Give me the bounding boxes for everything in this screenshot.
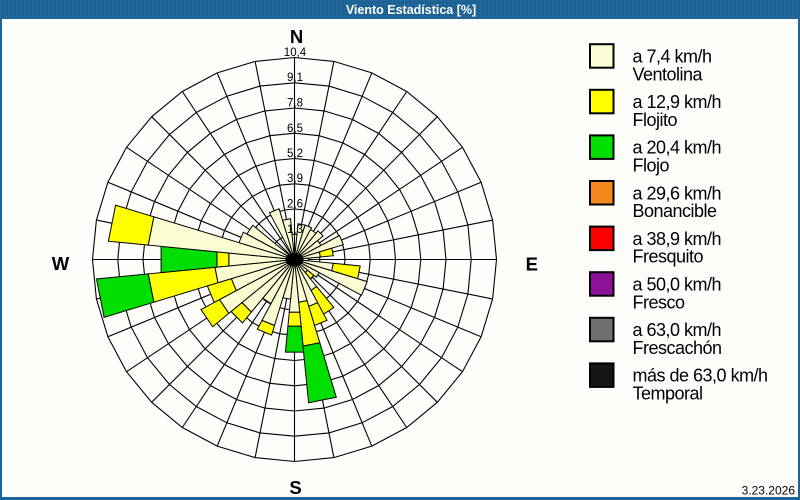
svg-text:más de 63,0 km/h: más de 63,0 km/h — [633, 366, 768, 386]
svg-text:Flojito: Flojito — [633, 110, 678, 130]
svg-text:Bonancible: Bonancible — [633, 201, 718, 221]
svg-text:3,9: 3,9 — [287, 173, 303, 185]
svg-text:6,5: 6,5 — [287, 123, 303, 135]
svg-text:Flojo: Flojo — [633, 156, 670, 176]
svg-text:Fresco: Fresco — [633, 292, 686, 312]
svg-text:Temporal: Temporal — [633, 384, 703, 404]
svg-text:a 12,9 km/h: a 12,9 km/h — [633, 92, 722, 112]
svg-text:Viento Estadística [%]: Viento Estadística [%] — [346, 3, 476, 17]
svg-text:7,8: 7,8 — [287, 98, 303, 110]
svg-text:S: S — [289, 477, 301, 498]
svg-text:10,4: 10,4 — [284, 47, 307, 59]
svg-text:a 63,0 km/h: a 63,0 km/h — [633, 320, 722, 340]
svg-text:9,1: 9,1 — [287, 72, 303, 84]
svg-text:Fresquito: Fresquito — [633, 247, 704, 267]
svg-text:W: W — [52, 253, 70, 274]
svg-text:Ventolina: Ventolina — [633, 64, 704, 84]
svg-text:a 7,4 km/h: a 7,4 km/h — [633, 47, 712, 67]
svg-text:1,3: 1,3 — [287, 224, 303, 236]
svg-text:a 29,6 km/h: a 29,6 km/h — [633, 183, 722, 203]
svg-text:E: E — [526, 253, 538, 274]
svg-text:5,2: 5,2 — [287, 148, 303, 160]
svg-text:Frescachón: Frescachón — [633, 338, 722, 358]
svg-text:2,6: 2,6 — [287, 199, 303, 211]
svg-text:a 50,0 km/h: a 50,0 km/h — [633, 275, 722, 295]
svg-text:a 20,4 km/h: a 20,4 km/h — [633, 138, 722, 158]
svg-text:a 38,9 km/h: a 38,9 km/h — [633, 229, 722, 249]
svg-text:3.23.2026: 3.23.2026 — [742, 484, 796, 498]
svg-text:N: N — [290, 26, 303, 47]
